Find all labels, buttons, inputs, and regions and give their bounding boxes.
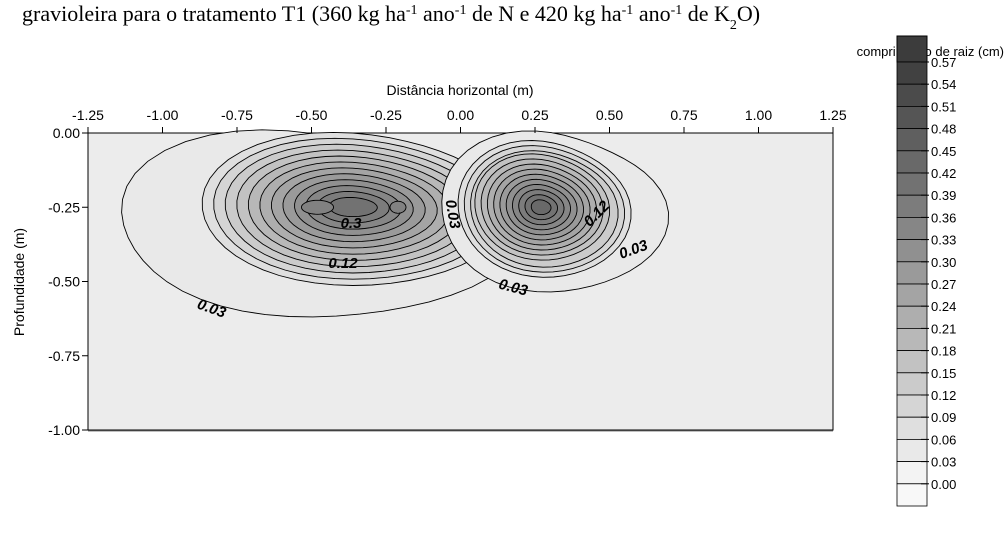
legend-level-label: 0.51 (931, 99, 956, 114)
legend-level-label: 0.42 (931, 166, 956, 181)
x-tick-label: -1.00 (147, 107, 179, 123)
legend-level-label: 0.57 (931, 55, 956, 70)
legend-swatch (896, 483, 928, 507)
legend-swatch (896, 172, 928, 196)
legend-level-label: 0.24 (931, 299, 956, 314)
contour-label: 0.12 (328, 255, 358, 272)
y-tick-label: 0.00 (53, 125, 80, 141)
x-tick-label: 0.50 (596, 107, 623, 123)
legend-swatch (896, 106, 928, 130)
contour-left-peak-a (301, 199, 334, 215)
x-tick-label: 0.25 (521, 107, 548, 123)
legend-level-label: 0.00 (931, 477, 956, 492)
colorbar-legend: 0.57 0.54 0.51 0.48 0.45 0.42 0.39 0.36 0.33 0.30… (896, 35, 956, 507)
legend-swatch (896, 372, 928, 396)
legend-level-label: 0.21 (931, 321, 956, 336)
x-tick-label: 0.00 (447, 107, 474, 123)
legend-swatch (896, 61, 928, 85)
x-tick-label: 1.25 (819, 107, 846, 123)
legend-level-label: 0.27 (931, 277, 956, 292)
legend-level-label: 0.18 (931, 344, 956, 359)
legend-level-label: 0.30 (931, 255, 956, 270)
legend-swatch-top (896, 35, 928, 63)
legend-swatch (896, 261, 928, 285)
x-axis-label: Distância horizontal (m) (386, 82, 533, 98)
legend-swatch (896, 350, 928, 374)
legend-level-label: 0.09 (931, 410, 956, 425)
legend-level-label: 0.03 (931, 455, 956, 470)
legend-swatch (896, 394, 928, 418)
legend-swatch (896, 305, 928, 329)
legend-swatch (896, 194, 928, 218)
x-tick-label: 0.75 (670, 107, 697, 123)
legend-level-label: 0.45 (931, 144, 956, 159)
x-tick-label: -0.25 (370, 107, 402, 123)
x-tick-label: -1.25 (72, 107, 104, 123)
legend-level-label: 0.06 (931, 432, 956, 447)
legend-level-label: 0.12 (931, 388, 956, 403)
legend-swatch (896, 83, 928, 107)
x-tick-label: -0.50 (296, 107, 328, 123)
legend-swatch (896, 327, 928, 351)
legend-swatch (896, 128, 928, 152)
legend-level-label: 0.33 (931, 233, 956, 248)
x-tick-label: -0.75 (221, 107, 253, 123)
legend-level-label: 0.15 (931, 366, 956, 381)
y-tick-label: -0.50 (48, 274, 80, 290)
legend-swatch (896, 150, 928, 174)
y-tick-label: -1.00 (48, 422, 80, 438)
y-axis: 0.00 -0.25 -0.50 -0.75 -1.00 (48, 125, 88, 438)
contour-layer (121, 129, 669, 318)
x-axis: -1.25 -1.00 -0.75 -0.50 -0.25 0.00 0.25 0.50 0.7… (72, 107, 847, 133)
legend-swatch (896, 416, 928, 440)
contour-label: 0.3 (341, 215, 363, 232)
legend-level-label: 0.48 (931, 122, 956, 137)
legend-swatch (896, 216, 928, 240)
legend-swatch (896, 438, 928, 462)
legend-level-label: 0.36 (931, 210, 956, 225)
legend-level-label: 0.39 (931, 188, 956, 203)
y-tick-label: -0.75 (48, 348, 80, 364)
y-tick-label: -0.25 (48, 199, 80, 215)
contour-left-peak-b (389, 200, 407, 214)
legend-swatch (896, 239, 928, 263)
figure-caption: gravioleira para o tratamento T1 (360 kg… (22, 1, 760, 33)
x-tick-label: 1.00 (745, 107, 772, 123)
y-axis-label: Profundidade (m) (11, 228, 27, 336)
legend-swatch (896, 461, 928, 485)
legend-level-label: 0.54 (931, 77, 956, 92)
contour-right-0.42 (530, 199, 552, 216)
contour-label: 0.03 (442, 198, 464, 230)
legend-title: comprimento de raiz (cm) (857, 44, 1004, 59)
legend-swatch (896, 283, 928, 307)
